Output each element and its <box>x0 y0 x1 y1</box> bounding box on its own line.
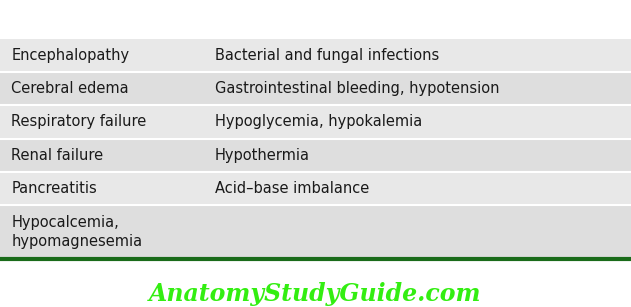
Bar <box>0 105 205 138</box>
Bar <box>205 205 631 259</box>
Text: Encephalopathy: Encephalopathy <box>11 48 129 63</box>
Bar <box>0 39 205 72</box>
Text: Acid–base imbalance: Acid–base imbalance <box>215 181 369 196</box>
Bar <box>0 205 205 259</box>
Text: Hypocalcemia,
hypomagnesemia: Hypocalcemia, hypomagnesemia <box>11 215 143 249</box>
Bar <box>205 105 631 138</box>
Text: Gastrointestinal bleeding, hypotension: Gastrointestinal bleeding, hypotension <box>215 81 499 96</box>
Text: AnatomyStudyGuide.com: AnatomyStudyGuide.com <box>150 282 481 306</box>
Text: Hypoglycemia, hypokalemia: Hypoglycemia, hypokalemia <box>215 115 422 130</box>
Bar <box>0 72 205 105</box>
Bar <box>205 72 631 105</box>
Text: Bacterial and fungal infections: Bacterial and fungal infections <box>215 48 439 63</box>
Bar <box>205 39 631 72</box>
Text: Hypothermia: Hypothermia <box>215 148 310 163</box>
Text: Renal failure: Renal failure <box>11 148 103 163</box>
Text: Pancreatitis: Pancreatitis <box>11 181 97 196</box>
Bar <box>0 138 205 172</box>
Bar <box>0 172 205 205</box>
Bar <box>205 172 631 205</box>
Bar <box>205 138 631 172</box>
Text: Respiratory failure: Respiratory failure <box>11 115 146 130</box>
Text: Cerebral edema: Cerebral edema <box>11 81 129 96</box>
